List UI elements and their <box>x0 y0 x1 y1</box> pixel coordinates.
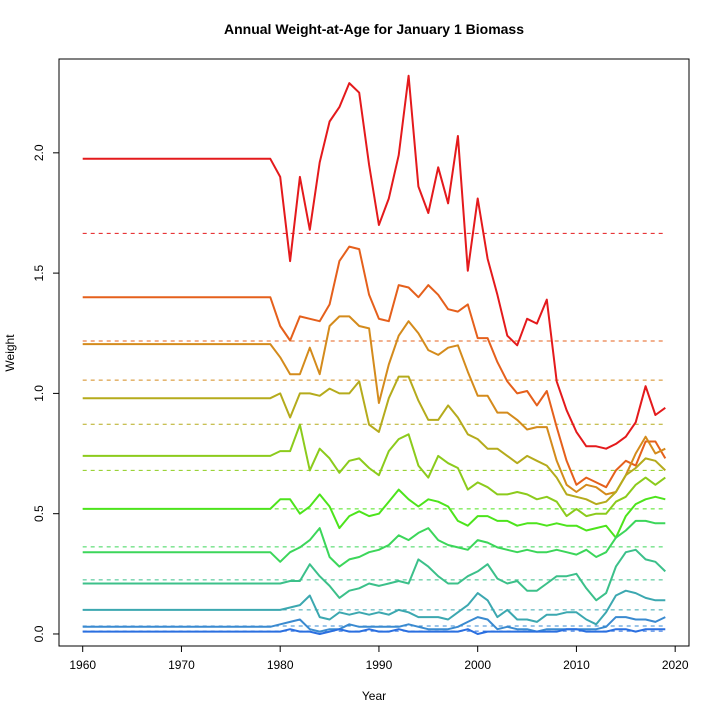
series-line-6 <box>82 488 666 539</box>
y-axis-label: Weight <box>3 334 17 372</box>
y-tick-label: 0.5 <box>32 505 46 522</box>
series-line-3 <box>82 315 666 496</box>
series-lines <box>82 74 667 635</box>
y-tick-label: 1.5 <box>32 264 46 281</box>
y-tick-label: 2.0 <box>32 144 46 161</box>
x-tick-label: 2000 <box>464 658 491 672</box>
series-line-11 <box>82 628 666 635</box>
mean-reference-lines <box>82 232 666 632</box>
y-tick-label: 1.0 <box>32 385 46 402</box>
x-tick-label: 2020 <box>662 658 689 672</box>
y-tick-label: 0.0 <box>32 625 46 642</box>
x-axis-label: Year <box>362 689 386 703</box>
series-line-4 <box>82 375 666 506</box>
plot-frame <box>58 58 690 647</box>
series-line-1 <box>82 74 666 450</box>
series-line-8 <box>82 548 666 602</box>
series-line-2 <box>82 245 667 489</box>
y-axis: 0.0 0.5 1.0 1.5 2.0 <box>32 144 60 642</box>
x-tick-label: 2010 <box>563 658 590 672</box>
x-axis: 1960 1970 1980 1990 2000 2010 2020 <box>69 645 689 672</box>
series-line-7 <box>82 519 666 568</box>
series-line-9 <box>82 589 666 626</box>
chart-title: Annual Weight-at-Age for January 1 Bioma… <box>224 21 524 37</box>
x-tick-label: 1990 <box>366 658 393 672</box>
series-line-5 <box>82 423 666 518</box>
x-tick-label: 1980 <box>267 658 294 672</box>
x-tick-label: 1970 <box>168 658 195 672</box>
x-tick-label: 1960 <box>69 658 96 672</box>
